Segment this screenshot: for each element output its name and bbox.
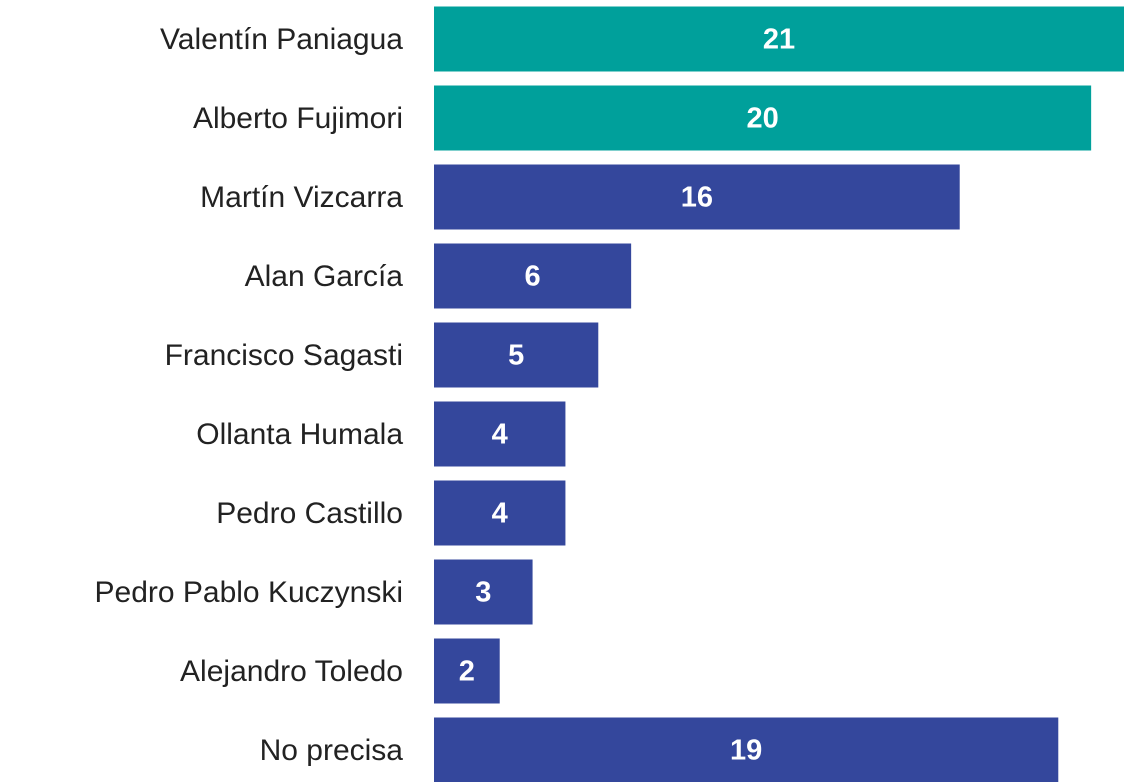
category-label: Pedro Pablo Kuczynski [95,576,404,609]
category-label: Pedro Castillo [216,497,403,530]
value-label: 4 [492,419,508,451]
category-label: Alan García [245,260,404,293]
category-label: Martín Vizcarra [200,181,403,214]
value-label: 2 [459,656,475,688]
category-label: Francisco Sagasti [165,339,403,372]
bar [434,243,632,309]
bar [434,638,500,704]
bar [434,401,566,467]
bar [434,164,960,230]
category-label: No precisa [260,734,404,767]
value-label: 19 [730,735,762,767]
bar [434,6,1124,72]
bar [434,85,1092,151]
value-label: 16 [681,182,713,214]
value-label: 6 [525,261,541,293]
category-label: Alberto Fujimori [193,102,403,135]
value-label: 3 [475,577,491,609]
bar [434,559,533,625]
value-label: 4 [492,498,508,530]
value-label: 21 [763,24,795,56]
value-label: 5 [508,340,524,372]
category-label: Valentín Paniagua [160,23,403,56]
bar [434,322,599,388]
category-label: Alejandro Toledo [180,655,403,688]
bar [434,480,566,546]
bar [434,717,1059,782]
category-label: Ollanta Humala [196,418,403,451]
value-label: 20 [746,103,778,135]
